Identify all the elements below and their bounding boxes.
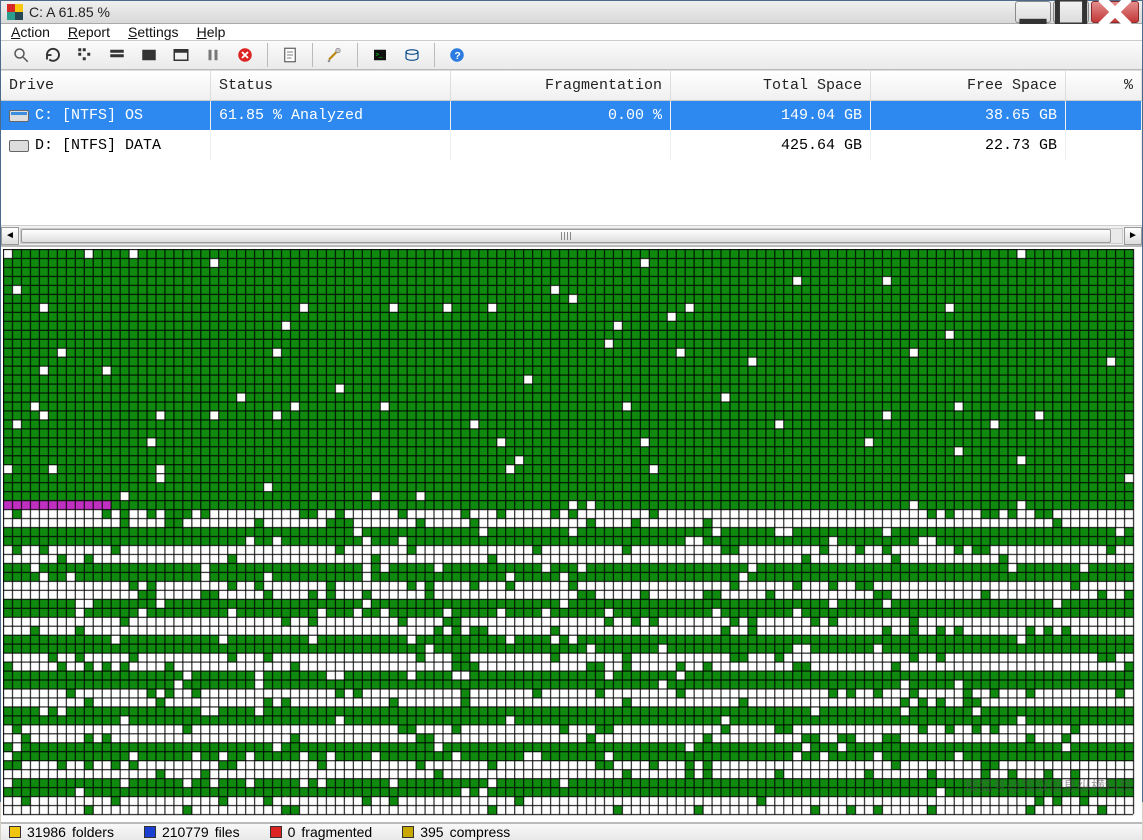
stop-icon[interactable] [231, 41, 259, 69]
titlebar: C: A 61.85 % [1, 1, 1142, 24]
cluster-canvas [3, 249, 1140, 820]
comp-swatch [402, 826, 414, 838]
toolbar: >_ ? [1, 41, 1142, 70]
statusbar: 31986 folders 210779 files 0 fragmented … [1, 823, 1142, 840]
close-button[interactable] [1091, 1, 1139, 23]
stat-fragmented: 0 fragmented [270, 824, 373, 840]
col-pct[interactable]: % [1066, 71, 1142, 100]
scroll-right-arrow[interactable]: ► [1124, 227, 1142, 245]
settings-icon[interactable] [321, 41, 349, 69]
analyze-icon[interactable] [7, 41, 35, 69]
help-icon[interactable]: ? [443, 41, 471, 69]
table-row[interactable]: D: [NTFS] DATA425.64 GB22.73 GB [1, 131, 1142, 161]
menu-settings[interactable]: Settings [128, 24, 179, 40]
stat-folders: 31986 folders [9, 824, 114, 840]
col-free[interactable]: Free Space [871, 71, 1066, 100]
window-title: C: A 61.85 % [29, 4, 110, 20]
scroll-thumb[interactable] [21, 229, 1111, 243]
report-icon[interactable] [276, 41, 304, 69]
drive-table: Drive Status Fragmentation Total Space F… [1, 70, 1142, 246]
script-icon[interactable]: >_ [366, 41, 394, 69]
col-frag[interactable]: Fragmentation [451, 71, 671, 100]
optimize-icon[interactable] [167, 41, 195, 69]
table-header: Drive Status Fragmentation Total Space F… [1, 71, 1142, 101]
drive-icon [9, 110, 29, 122]
menu-report[interactable]: Report [68, 24, 110, 40]
menu-action[interactable]: Action [11, 24, 50, 40]
refresh-icon[interactable] [39, 41, 67, 69]
col-total[interactable]: Total Space [671, 71, 871, 100]
drive-icon [9, 140, 29, 152]
files-swatch [144, 826, 156, 838]
cluster-map [1, 246, 1142, 823]
scroll-left-arrow[interactable]: ◄ [1, 227, 19, 245]
minimize-button[interactable] [1015, 1, 1051, 23]
svg-text:?: ? [454, 50, 460, 62]
stat-files: 210779 files [144, 824, 240, 840]
pause-icon[interactable] [199, 41, 227, 69]
table-row[interactable]: C: [NTFS] OS61.85 % Analyzed0.00 %149.04… [1, 101, 1142, 131]
horizontal-scrollbar[interactable]: ◄ ► [1, 225, 1142, 245]
defrag-icon[interactable] [71, 41, 99, 69]
menu-help[interactable]: Help [197, 24, 226, 40]
svg-text:>_: >_ [376, 53, 384, 59]
quick-defrag-icon[interactable] [103, 41, 131, 69]
col-status[interactable]: Status [211, 71, 451, 100]
stat-compressed: 395 compress [402, 824, 510, 840]
folders-swatch [9, 826, 21, 838]
maximize-button[interactable] [1053, 1, 1089, 23]
frag-swatch [270, 826, 282, 838]
col-drive[interactable]: Drive [1, 71, 211, 100]
menubar: Action Report Settings Help [1, 24, 1142, 41]
app-icon [7, 4, 23, 20]
schedule-icon[interactable] [398, 41, 426, 69]
full-defrag-icon[interactable] [135, 41, 163, 69]
